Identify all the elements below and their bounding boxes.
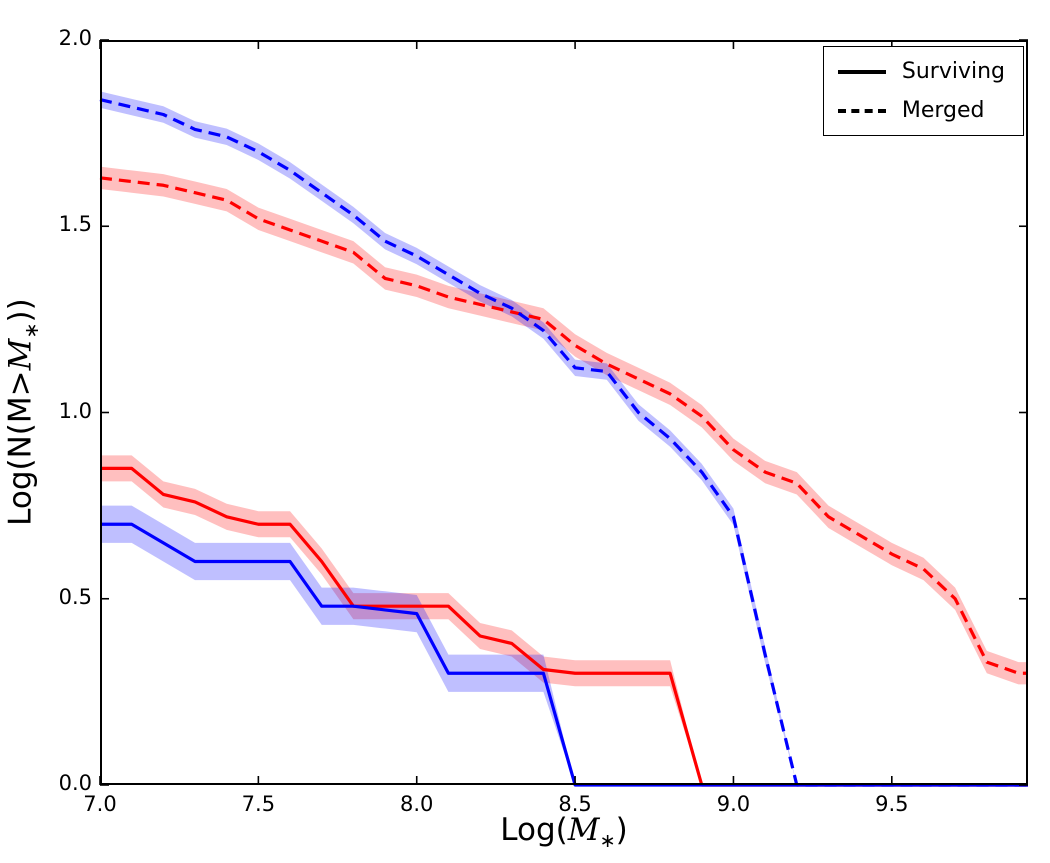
y-tick-label: 0.0 xyxy=(58,771,92,795)
dashed-line-icon xyxy=(837,108,886,113)
x-tick-label: 9.5 xyxy=(875,792,909,816)
merged-red-line xyxy=(99,176,1028,675)
y-tick-label: 0.5 xyxy=(58,584,92,609)
x-axis-label-text: Log( xyxy=(500,812,568,848)
x-axis-label-close: ) xyxy=(615,812,628,848)
x-axis-label-sub: ∗ xyxy=(599,829,616,853)
y-tick-label: 1.5 xyxy=(58,212,92,237)
x-axis-label: Log(M∗) xyxy=(100,812,1028,852)
plot-area xyxy=(99,39,1028,787)
merged-red-band xyxy=(100,166,1028,685)
y-axis-label-text: Log(N(M> xyxy=(2,370,39,527)
legend-label-surviving: Surviving xyxy=(901,59,1005,84)
legend-item-merged: Merged xyxy=(837,98,1005,123)
x-tick-label: 7.0 xyxy=(83,792,117,816)
y-tick-label: 2.0 xyxy=(58,26,92,50)
y-axis-label-var: M xyxy=(2,339,39,371)
x-tick-label: 9.0 xyxy=(716,792,751,816)
y-axis-label-close: )) xyxy=(2,298,39,323)
y-tick-label: 1.0 xyxy=(58,398,92,423)
legend-label-merged: Merged xyxy=(901,98,985,123)
x-axis-label-var: M xyxy=(567,812,600,848)
x-tick-label: 8.0 xyxy=(400,792,434,816)
x-tick-label: 8.5 xyxy=(558,792,592,816)
x-tick-label: 7.5 xyxy=(241,792,276,816)
solid-line-icon xyxy=(837,69,886,74)
y-axis-label-sub: ∗ xyxy=(20,322,44,340)
legend: Surviving Merged xyxy=(822,46,1024,136)
legend-item-surviving: Surviving xyxy=(837,59,1005,84)
surviving-red-band xyxy=(100,455,1028,785)
